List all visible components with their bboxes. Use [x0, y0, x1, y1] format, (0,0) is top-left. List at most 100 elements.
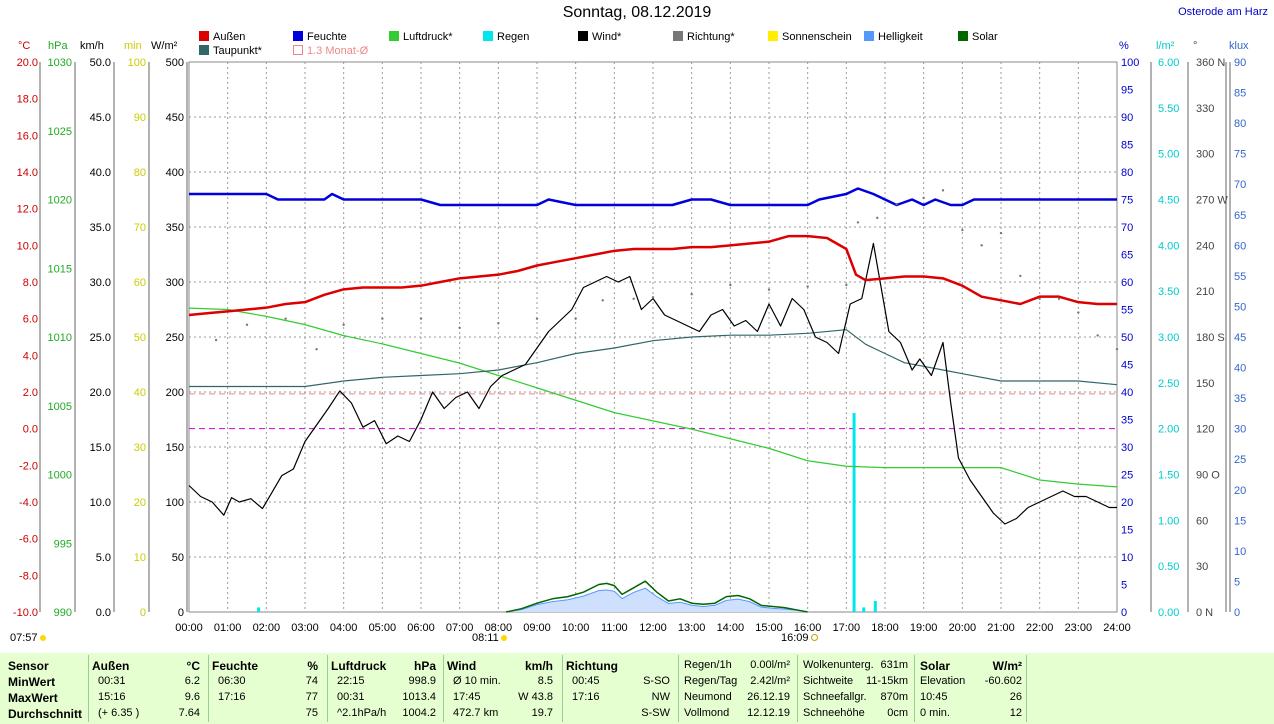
legend-label: Taupunkt*	[213, 45, 262, 57]
rain-tick-label: 5.50	[1158, 103, 1179, 115]
klux-tick-label: 85	[1234, 88, 1246, 100]
direction-point	[315, 348, 318, 351]
kmh-tick-label: 45.0	[90, 112, 111, 124]
direction-point	[1057, 297, 1061, 301]
legend-label: Feuchte	[307, 31, 347, 43]
temp-tick-label: 10.0	[17, 240, 38, 252]
hpa-tick-label: 1000	[48, 470, 72, 482]
footer-cell-value: 75	[305, 707, 318, 719]
legend-item: Sonnenschein	[768, 31, 852, 43]
klux-tick-label: 75	[1234, 149, 1246, 161]
footer-cell-value: 19.7	[531, 707, 553, 719]
hpa-tick-label: 1020	[48, 195, 72, 207]
footer-info-label: Schneehöhe	[803, 707, 865, 719]
footer-cell-value: 74	[305, 675, 318, 687]
footer-row-label: Durchschnitt	[8, 707, 83, 721]
legend-item: Richtung*	[673, 31, 735, 43]
footer-cell-value: 77	[305, 691, 318, 703]
time-tick-label: 04:00	[330, 622, 358, 634]
time-tick-label: 09:00	[523, 622, 551, 634]
time-tick-label: 14:00	[717, 622, 745, 634]
footer-info-value: 26.12.19	[747, 691, 790, 703]
footer-cell-value: 1004.2	[402, 707, 436, 719]
legend-label: 1.3 Monat-Ø	[307, 45, 369, 57]
legend-item: 1.3 Monat-Ø	[293, 45, 368, 57]
kmh-tick-label: 40.0	[90, 167, 111, 179]
legend-swatch	[483, 31, 493, 41]
klux-tick-label: 40	[1234, 363, 1246, 375]
temp-tick-label: 0.0	[23, 424, 38, 436]
klux-tick-label: 35	[1234, 393, 1246, 405]
footer-info-label: Wolkenunterg.	[803, 659, 874, 671]
time-tick-label: 01:00	[214, 622, 242, 634]
direction-point	[1038, 297, 1041, 301]
footer-head: Solar	[920, 659, 951, 673]
klux-tick-label: 65	[1234, 210, 1246, 222]
current-time: 07:57	[10, 632, 38, 644]
hpa-tick-label: 1010	[48, 332, 72, 344]
wm2-tick-label: 450	[166, 112, 184, 124]
wm2-tick-label: 300	[166, 277, 184, 289]
hpa-tick-label: 1005	[48, 401, 72, 413]
legend-label: Solar	[972, 31, 998, 43]
pct-tick-label: 45	[1121, 360, 1133, 372]
rain-bar	[862, 607, 866, 612]
rain-tick-label: 6.00	[1158, 57, 1179, 69]
min-tick-label: 10	[134, 552, 146, 564]
footer-cell-value: S-SO	[643, 675, 670, 687]
sunrise-icon	[500, 635, 507, 641]
rain-bar	[257, 607, 261, 612]
temp-tick-label: -2.0	[19, 460, 38, 472]
stats-footer: Sensor MinWert MaxWert Durchschnitt Außen °C 0…	[0, 653, 1274, 724]
direction-point	[1096, 334, 1099, 337]
footer-cell-time: 17:16	[218, 691, 246, 703]
footer-cell-time: 0 min.	[920, 707, 950, 719]
direction-point	[632, 297, 635, 301]
direction-point	[980, 244, 983, 247]
current-time-marker: 07:57	[10, 632, 46, 644]
footer-info-value: 0.00l/m²	[750, 659, 790, 671]
series-line-solar	[505, 580, 808, 613]
footer-cell-time: (+ 6.35 )	[98, 707, 140, 719]
direction-point	[961, 228, 964, 232]
wm2-tick-label: 100	[166, 497, 184, 509]
deg-tick-label: 240	[1196, 240, 1214, 252]
rain-tick-label: 1.50	[1158, 470, 1179, 482]
deg-tick-label: 300	[1196, 149, 1214, 161]
legend-label: Helligkeit	[878, 31, 923, 43]
series-line-luftdruck	[188, 307, 1118, 488]
legend-item: Taupunkt*	[199, 45, 262, 57]
pct-tick-label: 85	[1121, 140, 1133, 152]
time-tick-label: 03:00	[291, 622, 319, 634]
temp-tick-label: 2.0	[23, 387, 38, 399]
time-tick-label: 00:00	[175, 622, 203, 634]
footer-cell-value: 7.64	[178, 707, 200, 719]
temp-tick-label: 8.0	[23, 277, 38, 289]
deg-tick-label: 330	[1196, 103, 1214, 115]
pct-tick-label: 55	[1121, 305, 1133, 317]
series-line-auen	[188, 234, 1117, 317]
direction-point	[999, 231, 1003, 235]
footer-unit: %	[307, 659, 318, 673]
time-tick-label: 05:00	[369, 622, 397, 634]
sunset-marker: 16:09	[781, 632, 818, 644]
footer-info-value: 2.42l/m²	[750, 675, 790, 687]
hpa-tick-label: 1030	[48, 57, 72, 69]
min-tick-label: 40	[134, 387, 146, 399]
temp-tick-label: 20.0	[17, 57, 38, 69]
legend-label: Außen	[213, 31, 246, 43]
klux-tick-label: 55	[1234, 271, 1246, 283]
unit-label: hPa	[48, 40, 68, 52]
rain-tick-label: 3.00	[1158, 332, 1179, 344]
rain-tick-label: 0.50	[1158, 561, 1179, 573]
unit-label: min	[124, 40, 142, 52]
direction-point	[856, 221, 860, 224]
footer-cell-time: 00:31	[98, 675, 126, 687]
footer-head: Luftdruck	[331, 659, 387, 673]
time-tick-label: 02:00	[253, 622, 281, 634]
time-tick-label: 13:00	[678, 622, 706, 634]
sunset-time: 16:09	[781, 632, 809, 644]
station-link[interactable]: Osterode am Harz	[1178, 6, 1268, 18]
kmh-tick-label: 20.0	[90, 387, 111, 399]
direction-point	[214, 338, 218, 342]
